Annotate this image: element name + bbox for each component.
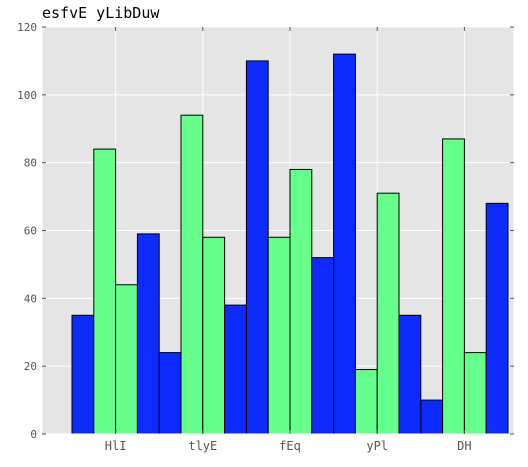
y-tick-label: 80 xyxy=(24,157,37,170)
x-tick-label: DH xyxy=(457,439,471,453)
x-tick-label: HlI xyxy=(105,439,127,453)
y-tick-label: 20 xyxy=(24,360,37,373)
y-tick-label: 60 xyxy=(24,225,37,238)
bar xyxy=(442,138,465,435)
x-tick-label: tlyE xyxy=(188,439,217,453)
bar xyxy=(420,399,444,435)
bar xyxy=(224,304,247,435)
y-tick-label: 120 xyxy=(17,21,37,34)
bar xyxy=(93,148,117,435)
bar xyxy=(267,236,291,435)
bar xyxy=(354,369,378,435)
bar xyxy=(202,236,226,435)
bar xyxy=(376,192,400,435)
bar xyxy=(158,352,182,435)
bar xyxy=(136,233,160,435)
bar xyxy=(180,114,204,435)
bar xyxy=(289,168,313,435)
y-tick-label: 40 xyxy=(24,292,37,305)
bar xyxy=(245,60,269,435)
x-tick-label: yPl xyxy=(366,439,388,453)
bar xyxy=(398,314,422,435)
bar xyxy=(333,53,356,435)
x-tick-label: fEq xyxy=(279,439,301,453)
bar xyxy=(463,352,487,435)
bar xyxy=(71,314,95,435)
y-tick-label: 0 xyxy=(30,428,37,441)
bar xyxy=(311,257,335,435)
chart-title: esfvE yLibDuw xyxy=(42,4,160,22)
bar xyxy=(485,202,509,435)
bar xyxy=(115,284,138,435)
y-tick-label: 100 xyxy=(17,89,37,102)
